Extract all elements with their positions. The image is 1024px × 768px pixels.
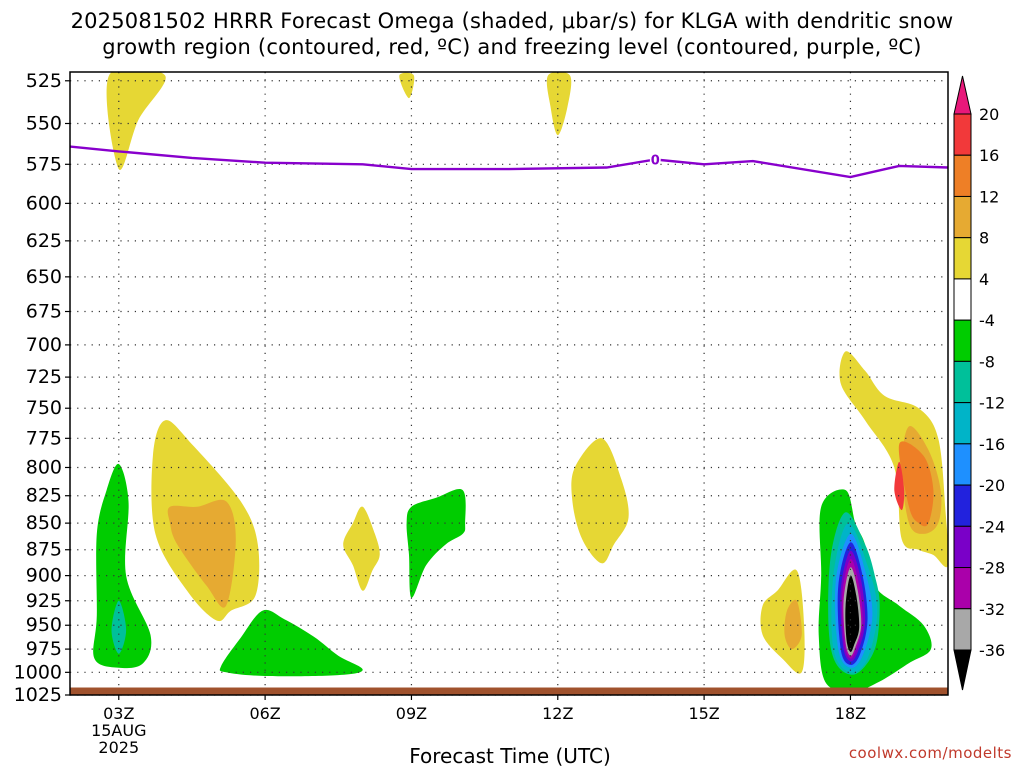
x-tick-label: 15AUG <box>91 721 146 740</box>
omega-region-upper-positive-a <box>106 72 166 170</box>
colorbar-swatch <box>953 113 972 156</box>
omega-region-upper-positive-b <box>399 72 415 99</box>
y-tick-label: 700 <box>26 334 62 356</box>
y-axis: 525 550 575 600 625 650 675 700 725 750 775 800 825 8… <box>14 70 70 706</box>
omega-region-positive-right-lower-core <box>784 599 802 650</box>
colorbar-swatch <box>953 402 972 445</box>
y-tick-label: 550 <box>26 112 62 134</box>
x-tick-label: 09Z <box>396 704 427 723</box>
colorbar-swatch <box>953 154 972 197</box>
colorbar-label: -28 <box>979 559 1005 578</box>
colorbar-swatch <box>953 525 972 569</box>
colorbar-swatch <box>953 278 972 321</box>
colorbar-label: 4 <box>979 270 989 289</box>
omega-region-negative-left <box>93 463 152 669</box>
colorbar-label: 20 <box>979 105 999 124</box>
x-tick-label: 15Z <box>688 704 719 723</box>
y-tick-label: 600 <box>26 192 62 214</box>
colorbar-swatch <box>953 567 972 610</box>
site-credit: coolwx.com/modelts <box>848 744 1012 762</box>
colorbar-swatch <box>953 195 972 239</box>
omega-region-upper-positive-c <box>546 72 572 136</box>
y-tick-label: 750 <box>26 397 62 419</box>
colorbar-label: -24 <box>979 517 1005 536</box>
y-tick-label: 925 <box>26 590 62 612</box>
plot-grid <box>70 72 948 696</box>
x-tick-label: 2025 <box>98 738 139 757</box>
colorbar-label: 16 <box>979 146 999 165</box>
omega-region-positive-right-upper-12 <box>898 441 934 527</box>
colorbar-top-arrow <box>953 75 972 115</box>
y-tick-label: 650 <box>26 266 62 288</box>
colorbar-label: -32 <box>979 600 1005 619</box>
omega-region-negative-mid <box>406 489 466 598</box>
colorbar-label: -16 <box>979 435 1005 454</box>
x-tick-label: 03Z <box>103 704 134 723</box>
y-tick-label: 625 <box>26 230 62 252</box>
ground-surface <box>70 687 948 695</box>
freezing-level-line <box>70 145 948 179</box>
colorbar-label: 8 <box>979 229 989 248</box>
colorbar-swatch <box>953 237 972 280</box>
plot-frame <box>69 71 949 696</box>
y-tick-label: 975 <box>26 638 62 660</box>
omega-region-positive-small-mid <box>343 506 380 591</box>
omega-region-positive-mid-right <box>571 438 629 564</box>
y-tick-label: 950 <box>26 614 62 636</box>
ground-band <box>70 687 948 695</box>
colorbar-swatch <box>953 608 972 651</box>
colorbar-label: -8 <box>979 352 995 371</box>
y-tick-label: 575 <box>26 153 62 175</box>
x-axis-label: Forecast Time (UTC) <box>409 744 611 768</box>
color-scale-bar: 20 16 12 8 4 -4 -8 -12 -16 -20 -24 -28 -32 -36 <box>953 75 1005 691</box>
colorbar-label: -36 <box>979 641 1005 660</box>
y-tick-label: 825 <box>26 485 62 507</box>
chart-title-line2: growth region (contoured, red, ºC) and f… <box>102 35 922 59</box>
y-tick-label: 675 <box>26 301 62 323</box>
freezing-level-contour: 0 <box>70 145 948 179</box>
colorbar-label: -20 <box>979 476 1005 495</box>
y-tick-label: 900 <box>26 565 62 587</box>
y-tick-label: 725 <box>26 366 62 388</box>
y-tick-label: 875 <box>26 539 62 561</box>
x-tick-label: 06Z <box>249 704 280 723</box>
omega-region-negative-bottom <box>219 609 363 677</box>
y-tick-label: 1000 <box>14 661 62 683</box>
y-tick-label: 850 <box>26 512 62 534</box>
colorbar-label: -4 <box>979 311 995 330</box>
y-tick-label: 775 <box>26 427 62 449</box>
omega-region-positive-right-upper-16 <box>894 461 905 511</box>
y-tick-label: 800 <box>26 456 62 478</box>
colorbar-swatch <box>953 319 972 362</box>
chart-title-line1: 2025081502 HRRR Forecast Omega (shaded, … <box>70 9 954 33</box>
colorbar-swatch <box>953 360 972 404</box>
omega-shaded-regions <box>93 72 948 691</box>
y-tick-label: 525 <box>26 70 62 92</box>
omega-region-positive-mid-left-core <box>167 499 236 608</box>
colorbar-swatch <box>953 484 972 527</box>
omega-region-negative-right-36 <box>845 575 860 652</box>
colorbar-bottom-arrow <box>953 649 972 691</box>
colorbar-label: 12 <box>979 187 999 206</box>
colorbar-swatch <box>953 443 972 486</box>
colorbar-label: -12 <box>979 394 1005 413</box>
y-tick-label: 1025 <box>14 684 62 706</box>
x-tick-label: 18Z <box>835 704 866 723</box>
freezing-level-label: 0 <box>651 153 660 168</box>
x-tick-label: 12Z <box>542 704 573 723</box>
